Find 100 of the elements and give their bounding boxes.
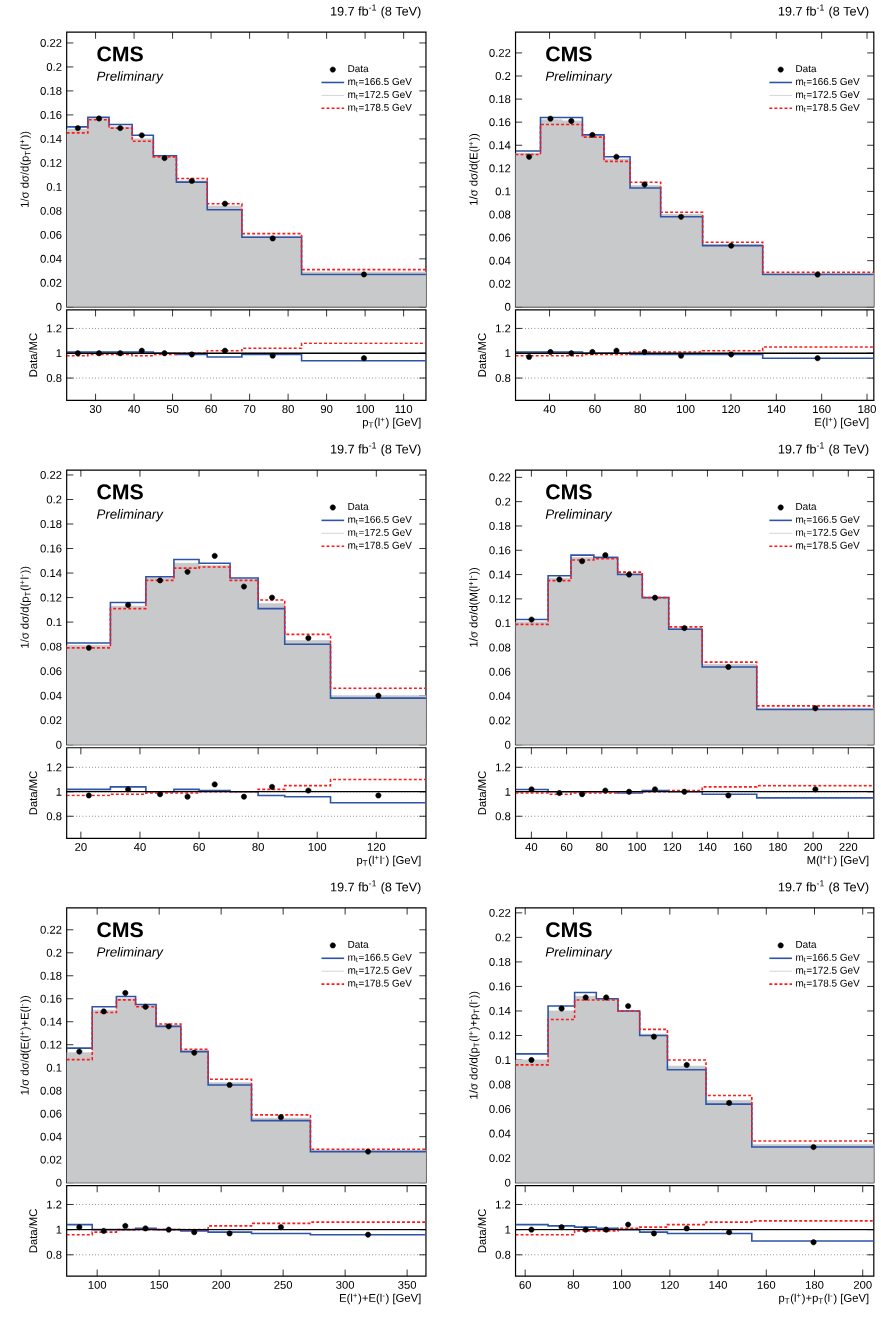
legend-label: Data [796,65,817,73]
point [582,994,589,1001]
point [85,792,92,799]
point [76,1048,83,1055]
point [652,786,658,793]
x-tick-label: 20 [75,842,87,851]
point [305,635,312,641]
y-tick-label: 0.22 [40,470,62,479]
y-tick-label: 0.18 [489,957,511,966]
x-tick-label: 140 [709,1280,728,1289]
point [651,1033,657,1040]
point [603,994,610,1001]
point [526,153,533,160]
point [728,351,735,358]
legend-label: m$_{t}$=166.5 GeV [348,953,412,963]
x-tick-label: 40 [128,405,140,414]
y-tick-label: 0.08 [40,206,62,215]
x-tick-label: 140 [767,405,786,414]
point [157,577,164,584]
y-tick-label: 0.18 [40,86,62,95]
point [138,132,145,139]
y-tick-label: 0.22 [489,473,511,482]
annotation: CMS [546,46,592,62]
x-tick-label: 70 [243,405,256,414]
x-tick-label: 90 [320,405,333,414]
y-tick-label: 0.16 [40,110,62,119]
y-tick-label: 1.2 [496,1200,511,1209]
y-axis-title: 1/σ dσ/d(M(l$^{+}$l$^{-}$)) [469,568,480,647]
point [125,602,132,608]
y-axis-title: 1/σ dσ/d(E(l$^{+}$)) [469,133,480,205]
text: p$_{T}$(l$^{+}$)+p$_{T}$(l$^{-}$) [GeV] [779,1293,869,1305]
y-tick-label: 0 [56,1178,62,1187]
point [683,1225,690,1232]
x-tick-label: 40 [134,842,146,851]
y-tick-label: 0.02 [40,1155,62,1164]
point [142,1003,149,1010]
y-tick-label: 0.2 [495,72,511,80]
y-tick-label: 0.16 [489,546,511,555]
point [96,115,103,122]
y-tick-label: 0 [56,740,62,749]
point [558,1005,565,1012]
annotation: Preliminary [97,71,164,84]
legend-label: m$_{t}$=172.5 GeV [348,528,412,538]
y-axis-title: 1/σ dσ/d(p$_{T}$(l$^{+}$)) [20,131,31,207]
x-tick-label: 80 [282,405,294,414]
y-tick-label: 1 [56,349,62,358]
y-tick-label: 0 [505,302,511,311]
point [226,1082,233,1088]
x-tick-label: 80 [567,1280,580,1289]
text: 1/σ dσ/d(p$_{T}$(l$^{+}$)+p$_{T}$(l$^{-}$)) [469,991,480,1099]
x-tick-label: 40 [543,405,556,414]
x-tick-label: 60 [560,842,573,851]
point [222,347,228,354]
chart-title: 19.7 fb$^{-1}$ (8 TeV) [778,442,869,457]
y-tick-label: 0.14 [40,134,62,143]
legend-label: m$_{t}$=172.5 GeV [796,966,860,976]
y-tick-label: 0.04 [489,692,511,701]
point [556,576,563,583]
x-tick-label: 100 [356,405,375,414]
y-tick-label: 0.04 [40,691,62,700]
annotation: CMS [546,484,592,500]
x-tick-label: 160 [757,1280,776,1289]
point [100,1227,107,1234]
point [75,125,81,132]
y-tick-label: 0.2 [495,933,511,942]
x-tick-label: 120 [722,405,740,414]
y-tick-label: 0 [505,1178,511,1187]
y-tick-label: 0.06 [40,230,62,239]
y-tick-label: 0.06 [489,1105,511,1114]
point [375,792,382,799]
point [188,351,195,358]
x-tick-label: 300 [336,1280,355,1289]
y-tick-label: 1 [505,1225,511,1234]
point [361,355,367,362]
point [241,583,247,590]
y-tick-label: 0.16 [40,544,62,553]
x-tick-label: 120 [663,842,682,851]
x-tick-label: 60 [589,405,601,414]
point [122,990,129,996]
point [681,788,688,795]
x-tick-label: 60 [193,842,205,851]
point [547,349,554,355]
legend-label: m$_{t}$=166.5 GeV [796,78,860,87]
y-tick-label: 0.18 [489,95,511,104]
y-tick-label: 0.8 [46,1250,62,1259]
legend-label: m$_{t}$=166.5 GeV [348,78,412,87]
y-tick-label: 1 [505,787,511,796]
x-tick-label: 180 [769,842,787,851]
point [142,1225,149,1232]
y-tick-label: 0.08 [40,1086,62,1095]
x-tick-label: 200 [212,1280,231,1289]
y-tick-label: 0.02 [40,716,62,725]
x-tick-label: 150 [150,1280,169,1289]
point [652,594,658,601]
point [810,1239,817,1246]
annotation: CMS [546,922,592,938]
point [211,552,218,559]
y-tick-label: 0.02 [489,716,511,725]
chart-title: 19.7 fb$^{-1}$ (8 TeV) [331,442,421,457]
point [184,793,191,800]
